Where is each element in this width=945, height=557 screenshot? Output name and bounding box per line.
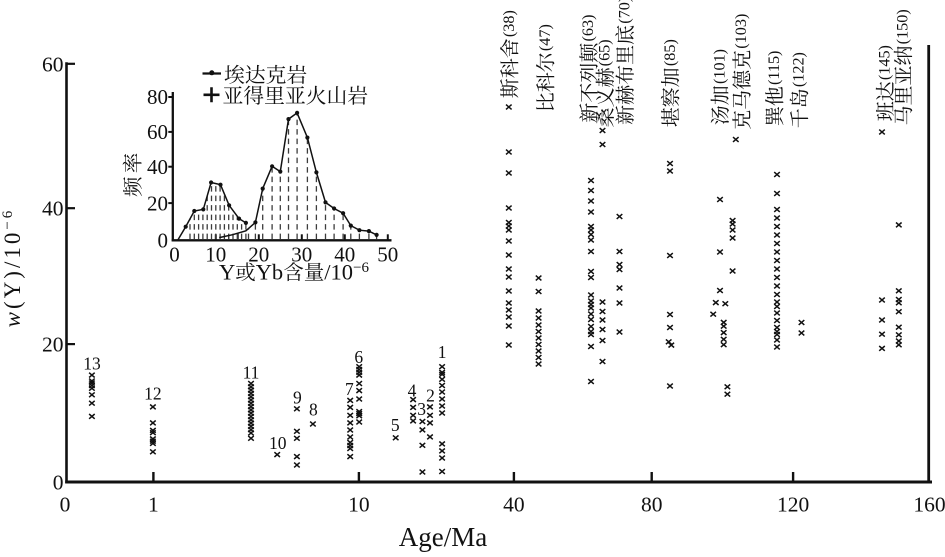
- svg-text:5: 5: [391, 415, 400, 435]
- svg-text:3: 3: [417, 399, 426, 419]
- svg-text:40: 40: [503, 493, 525, 517]
- svg-text:11: 11: [243, 363, 260, 383]
- svg-text:10: 10: [269, 433, 287, 453]
- svg-text:(101): (101): [710, 49, 728, 84]
- svg-text:1: 1: [438, 342, 447, 362]
- svg-text:(103): (103): [732, 14, 750, 49]
- svg-text:50: 50: [377, 243, 398, 267]
- svg-text:10: 10: [348, 493, 370, 517]
- svg-text:2: 2: [426, 386, 435, 406]
- svg-text:(63): (63): [579, 15, 597, 42]
- svg-text:(115): (115): [765, 51, 783, 85]
- svg-text:160: 160: [913, 493, 945, 517]
- svg-text:(65): (65): [595, 39, 613, 66]
- svg-text:80: 80: [641, 493, 663, 517]
- svg-text:10: 10: [205, 243, 226, 267]
- svg-text:Y: Y: [219, 260, 235, 285]
- svg-text:20: 20: [147, 191, 168, 215]
- svg-text:7: 7: [345, 379, 354, 399]
- svg-text:12: 12: [144, 383, 162, 403]
- svg-text:(85): (85): [661, 39, 679, 66]
- svg-text:40: 40: [42, 197, 64, 221]
- svg-text:30: 30: [291, 243, 312, 267]
- svg-text:(145): (145): [876, 45, 894, 80]
- svg-text:(150): (150): [894, 9, 912, 44]
- svg-text:(38): (38): [500, 10, 518, 37]
- svg-text:1: 1: [148, 493, 159, 517]
- svg-text:40: 40: [334, 243, 355, 267]
- svg-text:4: 4: [408, 381, 417, 401]
- svg-text:Age/Ma: Age/Ma: [399, 522, 487, 552]
- svg-text:6: 6: [354, 347, 363, 367]
- svg-text:20: 20: [248, 243, 269, 267]
- svg-text:80: 80: [147, 85, 168, 109]
- svg-text:0: 0: [169, 243, 180, 267]
- svg-text:0: 0: [158, 228, 169, 252]
- svg-text:60: 60: [42, 53, 64, 77]
- svg-text:20: 20: [42, 332, 64, 356]
- svg-text:0: 0: [53, 470, 64, 494]
- svg-text:(47): (47): [536, 24, 554, 51]
- svg-text:0: 0: [60, 493, 71, 517]
- svg-text:60: 60: [147, 120, 168, 144]
- svg-text:40: 40: [147, 155, 168, 179]
- svg-text:(70): (70): [615, 0, 633, 24]
- svg-text:120: 120: [777, 493, 809, 517]
- svg-text:8: 8: [309, 399, 318, 419]
- svg-text:(122): (122): [790, 52, 808, 87]
- svg-text:Yb: Yb: [256, 260, 284, 285]
- svg-text:9: 9: [293, 388, 302, 408]
- svg-text:13: 13: [83, 354, 101, 374]
